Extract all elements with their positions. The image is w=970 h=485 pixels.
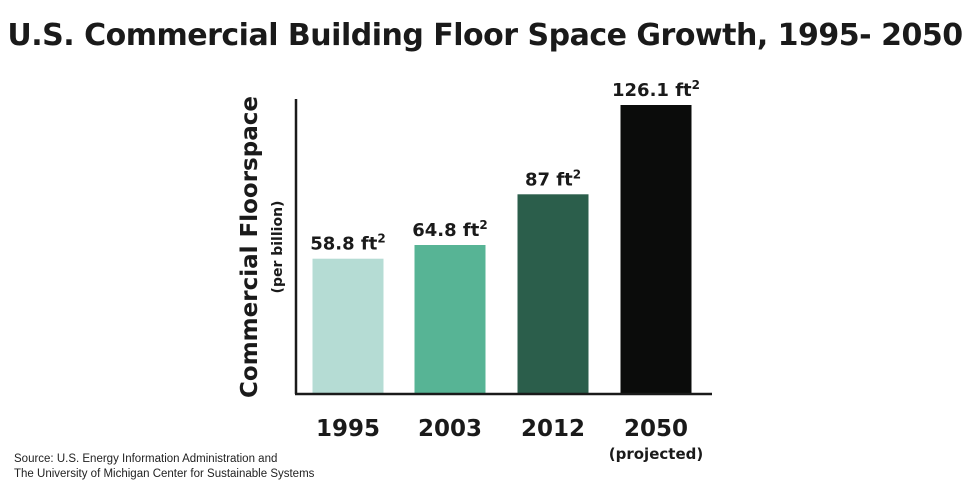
data-labels: 58.8 ft2 64.8 ft2 87 ft2 126.1 ft2 — [310, 78, 700, 255]
x-axis-tick-labels: 1995 2003 2012 2050 (projected) — [316, 416, 703, 463]
chart-title: U.S. Commercial Building Floor Space Gro… — [7, 18, 963, 53]
bar-2012 — [517, 194, 589, 393]
x-tick-label-2003: 2003 — [418, 416, 482, 442]
y-axis-label-group: Commercial Floorspace (per billion) — [237, 96, 286, 398]
bar-1995 — [312, 258, 384, 393]
data-label-2012: 87 ft2 — [525, 167, 581, 190]
data-label-1995: 58.8 ft2 — [310, 232, 385, 255]
x-tick-note-2050: (projected) — [609, 445, 703, 463]
bar-2050 — [620, 105, 692, 393]
y-axis-sublabel: (per billion) — [270, 201, 286, 294]
bar-series — [312, 105, 692, 393]
source-note: Source: U.S. Energy Information Administ… — [14, 452, 314, 482]
x-tick-label-1995: 1995 — [316, 416, 380, 442]
source-line-2: The University of Michigan Center for Su… — [14, 468, 315, 480]
source-line-1: Source: U.S. Energy Information Administ… — [14, 453, 278, 465]
x-tick-label-2050: 2050 — [624, 416, 688, 442]
y-axis-label: Commercial Floorspace — [237, 96, 263, 398]
x-tick-label-2012: 2012 — [521, 416, 585, 442]
data-label-2003: 64.8 ft2 — [412, 218, 487, 241]
data-label-2050: 126.1 ft2 — [612, 78, 700, 101]
bar-2003 — [414, 245, 486, 393]
